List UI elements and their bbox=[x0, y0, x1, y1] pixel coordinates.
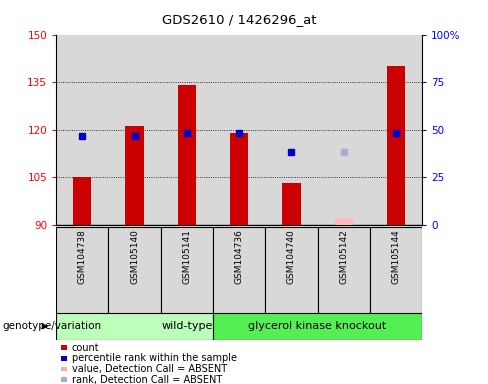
Bar bbox=[73, 177, 91, 225]
Bar bbox=[56, 35, 108, 225]
Text: GDS2610 / 1426296_at: GDS2610 / 1426296_at bbox=[162, 13, 316, 26]
Bar bbox=[370, 227, 422, 313]
Bar bbox=[108, 227, 161, 313]
Text: GSM104736: GSM104736 bbox=[235, 229, 244, 284]
Text: count: count bbox=[72, 343, 100, 353]
Bar bbox=[318, 35, 370, 225]
Bar bbox=[265, 35, 318, 225]
Bar bbox=[56, 227, 108, 313]
Bar bbox=[318, 227, 370, 313]
Text: GSM105142: GSM105142 bbox=[339, 229, 348, 284]
Text: genotype/variation: genotype/variation bbox=[2, 321, 102, 331]
Bar bbox=[213, 227, 265, 313]
Text: GSM104738: GSM104738 bbox=[78, 229, 87, 284]
Text: wild-type: wild-type bbox=[161, 321, 212, 331]
Bar bbox=[387, 66, 405, 225]
Bar bbox=[125, 126, 143, 225]
Text: glycerol kinase knockout: glycerol kinase knockout bbox=[248, 321, 386, 331]
Text: percentile rank within the sample: percentile rank within the sample bbox=[72, 353, 237, 363]
Bar bbox=[370, 35, 422, 225]
Bar bbox=[178, 85, 196, 225]
Bar bbox=[265, 227, 318, 313]
Bar bbox=[161, 227, 213, 313]
Bar bbox=[56, 313, 213, 340]
Text: value, Detection Call = ABSENT: value, Detection Call = ABSENT bbox=[72, 364, 227, 374]
Text: GSM105140: GSM105140 bbox=[130, 229, 139, 284]
Bar bbox=[335, 218, 353, 225]
Text: GSM105141: GSM105141 bbox=[183, 229, 191, 284]
Bar bbox=[108, 35, 161, 225]
Bar bbox=[161, 35, 213, 225]
Bar bbox=[213, 313, 422, 340]
Text: GSM105144: GSM105144 bbox=[391, 229, 401, 284]
Text: rank, Detection Call = ABSENT: rank, Detection Call = ABSENT bbox=[72, 375, 222, 384]
Text: GSM104740: GSM104740 bbox=[287, 229, 296, 284]
Bar bbox=[230, 133, 248, 225]
Bar bbox=[213, 35, 265, 225]
Bar bbox=[282, 184, 301, 225]
